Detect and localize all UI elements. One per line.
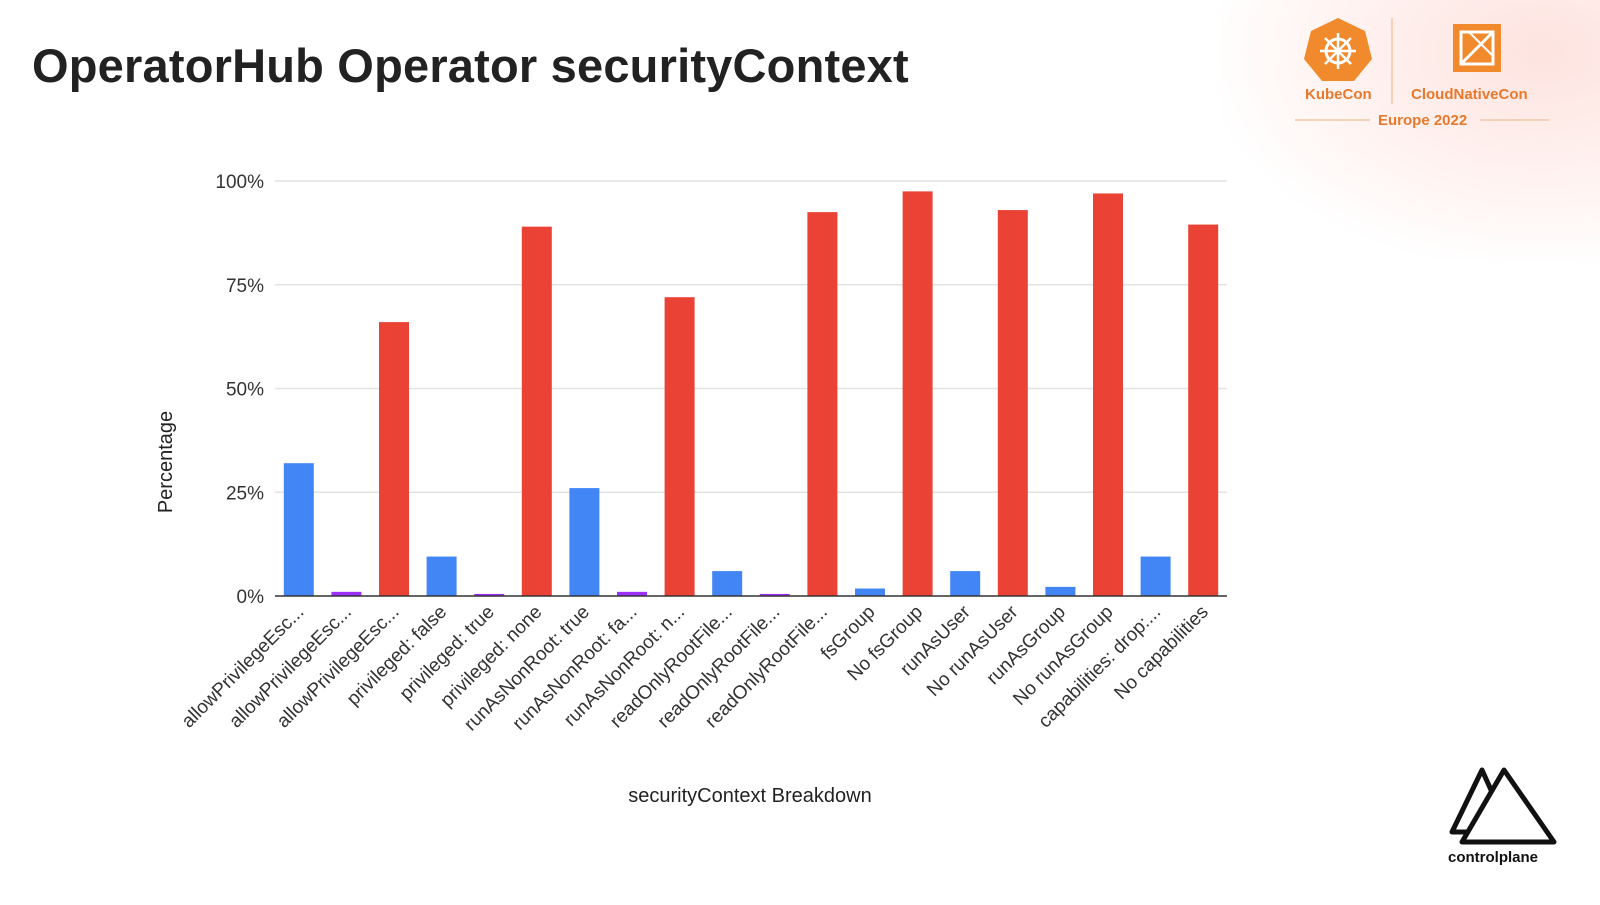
bars xyxy=(283,191,1219,597)
bar xyxy=(664,297,695,596)
bar xyxy=(759,593,790,596)
bar xyxy=(1045,586,1076,596)
bar xyxy=(379,322,409,596)
y-tick-label: 25% xyxy=(226,483,264,504)
bar xyxy=(1188,224,1219,596)
slide-title: OperatorHub Operator securityContext xyxy=(32,39,909,92)
bar xyxy=(997,210,1028,597)
kubecon-logo xyxy=(1295,18,1549,121)
grid-lines xyxy=(275,180,1227,493)
bar xyxy=(950,571,981,596)
bar xyxy=(617,591,647,596)
y-tick-label: 50% xyxy=(226,380,264,401)
bar xyxy=(902,191,933,596)
x-axis-title: securityContext Breakdown xyxy=(628,785,871,807)
controlplane-name: controlplane xyxy=(1448,849,1539,866)
bar xyxy=(426,556,457,596)
bar xyxy=(569,488,600,596)
x-tick-labels: allowPrivilegeEsc...allowPrivilegeEsc...… xyxy=(178,601,1213,735)
bar xyxy=(283,463,314,596)
y-tick-label: 100% xyxy=(215,172,264,193)
bar xyxy=(474,593,505,596)
cloud-native-icon xyxy=(1453,24,1501,72)
helm-wheel-icon xyxy=(1304,18,1372,81)
bar xyxy=(1140,556,1171,596)
y-tick-labels: 0% 25% 50% 75% 100% xyxy=(215,172,264,608)
kubecon-name: KubeCon xyxy=(1305,86,1372,103)
event-subtitle: Europe 2022 xyxy=(1378,112,1468,129)
mountain-triangles-icon xyxy=(1449,767,1557,845)
bar xyxy=(855,588,885,596)
y-tick-label: 75% xyxy=(226,276,264,297)
bar xyxy=(331,591,362,596)
bar xyxy=(807,212,838,596)
cloudnativecon-name: CloudNativeCon xyxy=(1411,86,1528,103)
bar xyxy=(521,226,552,596)
y-axis-title: Percentage xyxy=(155,411,177,513)
y-tick-label: 0% xyxy=(237,587,265,608)
bar xyxy=(1093,193,1123,596)
bar xyxy=(712,571,743,596)
